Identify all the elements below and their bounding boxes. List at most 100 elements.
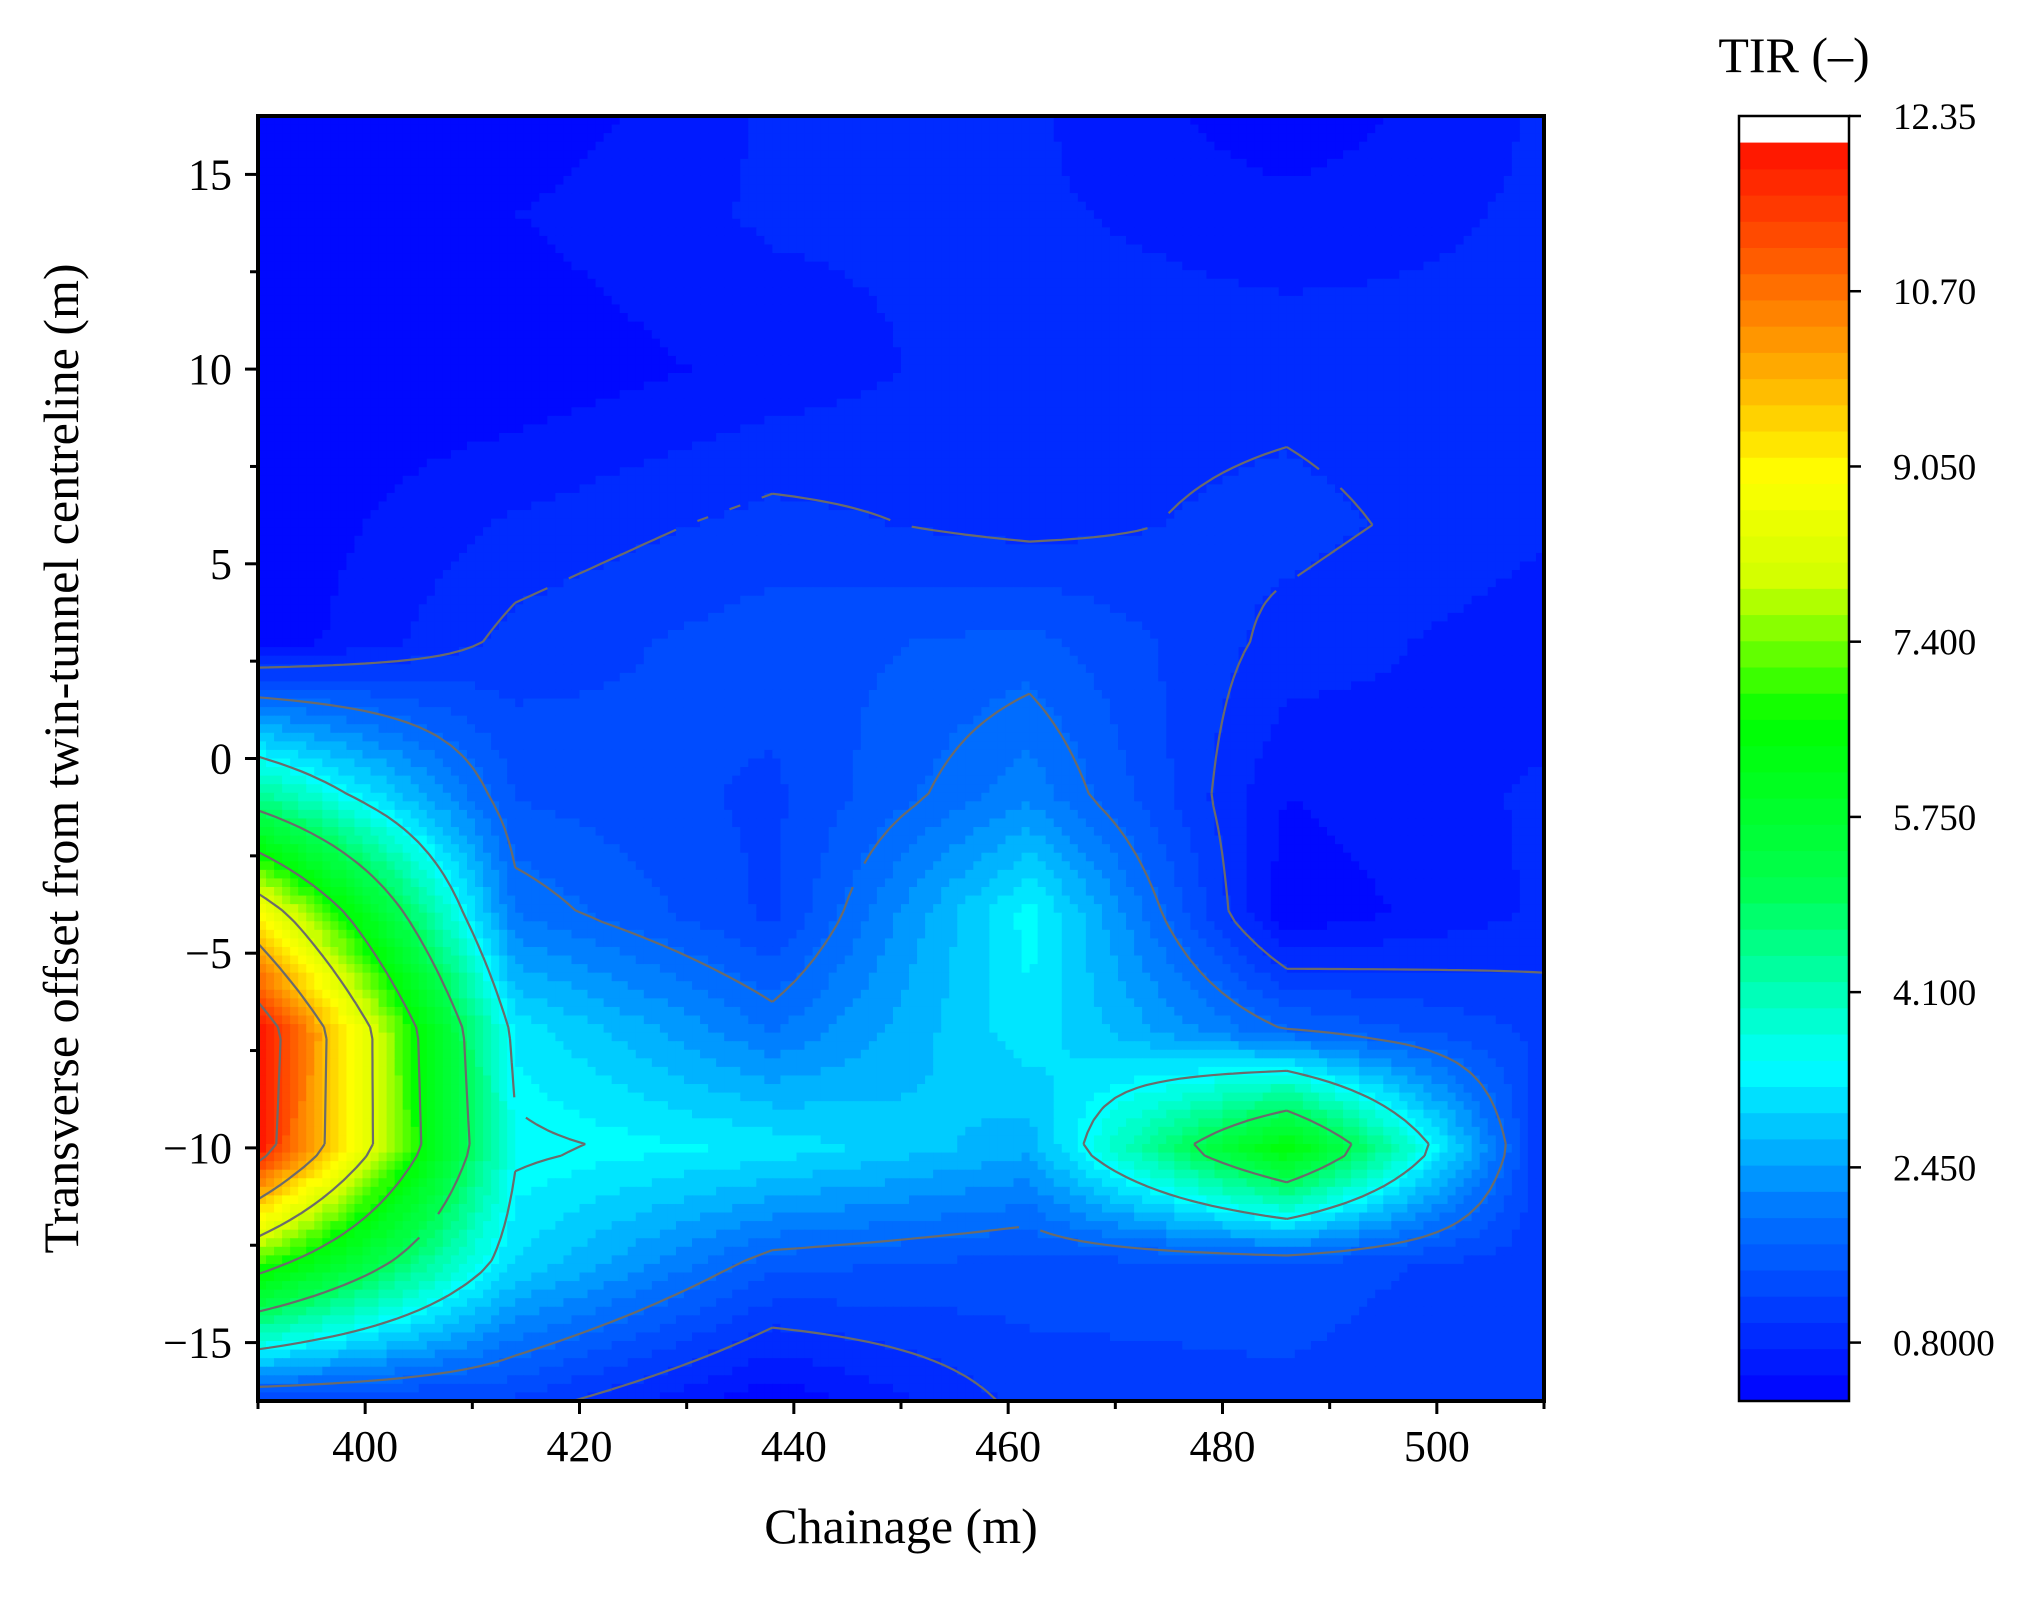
contour-cell: [1527, 261, 1537, 271]
contour-cell: [1230, 124, 1240, 134]
contour-cell: [764, 304, 774, 314]
contour-cell: [1005, 218, 1015, 229]
contour-cell: [852, 167, 862, 177]
contour-cell: [804, 347, 814, 357]
contour-cell: [651, 295, 661, 306]
contour-cell: [812, 167, 822, 177]
contour-cell: [812, 150, 822, 160]
contour-cell: [692, 347, 701, 357]
contour-cell: [933, 218, 942, 229]
contour-cell: [1519, 355, 1529, 366]
contour-cell: [378, 381, 388, 391]
contour-cell: [1503, 330, 1513, 340]
contour-cell: [860, 167, 870, 177]
contour-cell: [611, 235, 621, 246]
contour-cell: [1262, 347, 1272, 357]
contour-cell: [804, 167, 814, 177]
contour-cell: [1455, 158, 1465, 169]
contour-cell: [1463, 321, 1473, 331]
contour-cell: [1134, 295, 1143, 306]
contour-cell: [539, 381, 549, 391]
contour-cell: [1367, 124, 1376, 134]
contour-cell: [683, 338, 693, 348]
contour-cell: [1375, 175, 1384, 186]
contour-cell: [1029, 338, 1039, 348]
contour-cell: [378, 364, 388, 374]
contour-cell: [748, 321, 758, 331]
contour-cell: [1383, 124, 1392, 134]
contour-cell: [788, 287, 798, 297]
contour-cell: [1463, 235, 1473, 246]
contour-cell: [1206, 158, 1216, 169]
contour-cell: [796, 338, 806, 348]
contour-cell: [1182, 218, 1192, 229]
contour-cell: [354, 270, 364, 280]
contour-cell: [836, 278, 846, 289]
contour-cell: [1415, 218, 1425, 229]
contour-cell: [1479, 295, 1489, 306]
contour-cell: [1142, 347, 1151, 357]
contour-cell: [1037, 330, 1047, 340]
contour-cell: [1069, 313, 1079, 323]
contour-cell: [1174, 338, 1184, 348]
contour-cell: [1206, 330, 1216, 340]
contour-cell: [764, 150, 774, 160]
contour-cell: [314, 295, 323, 306]
contour-cell: [1326, 338, 1336, 348]
contour-cell: [1326, 278, 1336, 289]
contour-cell: [515, 175, 524, 186]
contour-cell: [1278, 235, 1288, 246]
contour-cell: [1246, 330, 1256, 340]
contour-cell: [314, 338, 323, 348]
contour-cell: [1286, 295, 1296, 306]
contour-cell: [434, 133, 444, 143]
contour-cell: [1190, 330, 1200, 340]
contour-cell: [1447, 321, 1457, 331]
contour-cell: [1262, 175, 1272, 186]
contour-cell: [1359, 253, 1368, 263]
contour-cell: [1383, 304, 1392, 314]
contour-cell: [306, 347, 315, 357]
contour-cell: [1310, 338, 1320, 348]
contour-cell: [1351, 278, 1360, 289]
contour-cell: [643, 373, 653, 383]
contour-cell: [1246, 158, 1256, 169]
contour-cell: [1447, 253, 1457, 263]
contour-cell: [708, 270, 717, 280]
contour-cell: [683, 193, 693, 203]
contour-cell: [651, 261, 661, 271]
contour-cell: [458, 270, 468, 280]
contour-cell: [748, 193, 758, 203]
contour-cell: [579, 235, 589, 246]
contour-cell: [1238, 133, 1248, 143]
contour-cell: [1053, 210, 1063, 220]
contour-cell: [1335, 270, 1344, 280]
contour-cell: [1495, 201, 1505, 211]
contour-cell: [1005, 278, 1015, 289]
contour-cell: [957, 158, 966, 169]
contour-cell: [1511, 150, 1521, 160]
contour-cell: [442, 355, 452, 366]
contour-cell: [925, 295, 934, 306]
contour-cell: [1423, 330, 1433, 340]
contour-cell: [1222, 278, 1232, 289]
contour-cell: [499, 355, 508, 366]
contour-cell: [884, 304, 894, 314]
contour-cell: [274, 364, 283, 374]
contour-cell: [1335, 261, 1344, 271]
contour-cell: [820, 175, 830, 186]
contour-cell: [1471, 184, 1481, 194]
contour-cell: [402, 321, 412, 331]
contour-cell: [531, 313, 541, 323]
contour-cell: [1166, 330, 1175, 340]
contour-cell: [1294, 304, 1304, 314]
contour-cell: [1439, 313, 1449, 323]
contour-cell: [1335, 321, 1344, 331]
contour-cell: [973, 150, 983, 160]
contour-cell: [1198, 133, 1208, 143]
contour-cell: [1479, 133, 1489, 143]
contour-cell: [499, 133, 508, 143]
contour-cell: [1061, 347, 1071, 357]
contour-cell: [1206, 210, 1216, 220]
contour-cell: [1399, 235, 1409, 246]
